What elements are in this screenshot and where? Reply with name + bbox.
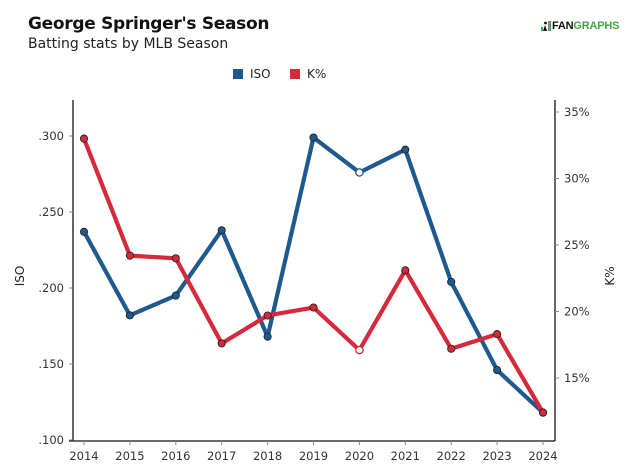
y-left-tick-label: .300 (38, 129, 64, 143)
data-point-iso-2023 (493, 366, 502, 375)
y-right-tick-label: 30% (564, 172, 590, 186)
legend-label-iso: ISO (250, 67, 271, 81)
data-point-k-pct-2021 (401, 266, 410, 275)
logo-text-fan: FAN (552, 20, 574, 32)
y-right-axis-title: K% (603, 266, 617, 285)
data-point-k-pct-2023 (493, 330, 502, 339)
x-tick-label: 2017 (207, 449, 236, 463)
data-point-iso-2014 (79, 227, 89, 236)
data-point-iso-2020 (355, 168, 364, 177)
data-point-iso-2015 (125, 311, 134, 320)
x-tick-label: 2022 (437, 449, 466, 463)
series-lines (81, 135, 546, 415)
chart-legend: ISO K% (0, 67, 637, 83)
data-point-k-pct-2018 (263, 311, 272, 320)
legend-swatch-k-pct (290, 69, 300, 79)
data-point-k-pct-2020 (355, 345, 364, 355)
x-tick-label: 2023 (482, 449, 511, 463)
y-left-tick-label: .100 (38, 433, 64, 447)
legend-label-k-pct: K% (307, 67, 327, 81)
y-left-axis-title: ISO (13, 266, 27, 287)
legend-swatch-iso (233, 69, 243, 79)
y-right-tick-label: 35% (564, 105, 590, 119)
data-point-k-pct-2014 (79, 134, 89, 143)
chart-subtitle: Batting stats by MLB Season (28, 36, 229, 52)
series-line-iso (81, 135, 546, 415)
data-point-k-pct-2019 (309, 303, 318, 312)
legend-item-k-pct[interactable]: K% (290, 67, 326, 81)
data-point-k-pct-2017 (217, 339, 226, 348)
y-left-tick-label: .200 (38, 281, 64, 295)
x-tick-label: 2019 (299, 449, 328, 463)
data-point-k-pct-2022 (447, 344, 456, 353)
y-right-tick-label: 15% (564, 371, 590, 385)
data-point-iso-2017 (217, 226, 226, 235)
series-points (79, 133, 548, 417)
data-point-iso-2016 (171, 291, 180, 300)
x-tick-label: 2018 (253, 449, 282, 463)
chart-title: George Springer's Season (28, 14, 270, 34)
x-tick-label: 2020 (345, 449, 374, 463)
x-tick-label: 2016 (161, 449, 190, 463)
y-left-tick-label: .150 (38, 357, 64, 371)
x-tick-label: 2014 (69, 449, 98, 463)
fangraphs-logo: FAN GRAPHS (541, 20, 619, 32)
data-point-k-pct-2015 (125, 251, 134, 260)
data-point-iso-2019 (309, 133, 318, 142)
data-point-k-pct-2016 (171, 254, 180, 263)
y-right-tick-label: 25% (564, 238, 590, 252)
fangraphs-batter-icon (541, 21, 551, 31)
data-point-iso-2018 (263, 332, 272, 341)
series-line-k-pct (81, 136, 546, 415)
data-point-iso-2021 (401, 145, 410, 154)
axes: .100 .150 .200 .250 .300 15% 20% 25% 30% 35% 2014 2… (13, 100, 617, 463)
x-tick-label: 2024 (528, 449, 557, 463)
logo-text-graphs: GRAPHS (573, 20, 620, 32)
y-right-tick-label: 20% (564, 305, 590, 319)
x-tick-label: 2015 (115, 449, 144, 463)
legend-item-iso[interactable]: ISO (233, 67, 271, 81)
data-point-iso-2022 (447, 277, 456, 286)
data-point-k-pct-2024 (538, 408, 548, 417)
x-tick-label: 2021 (391, 449, 420, 463)
y-left-tick-label: .250 (38, 205, 64, 219)
